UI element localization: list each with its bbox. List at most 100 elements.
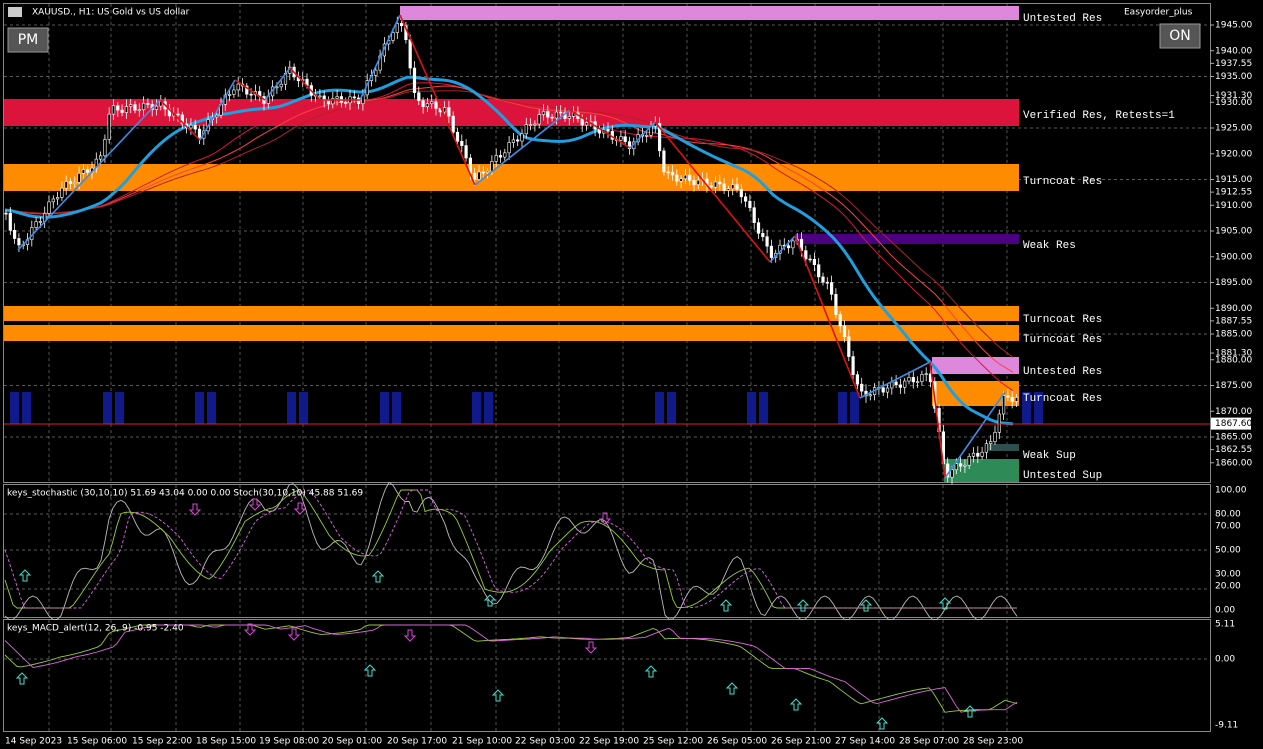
candle-body — [559, 111, 563, 114]
session-marker — [667, 392, 676, 424]
candle-body — [176, 113, 180, 116]
time-label: 19 Sep 08:00 — [259, 737, 319, 747]
down-arrow — [243, 623, 257, 636]
candle-body — [662, 150, 666, 173]
candle-body — [679, 178, 683, 182]
price-label: 1940.00 — [1215, 46, 1252, 56]
candle-body — [860, 383, 864, 392]
pm-button[interactable] — [7, 27, 49, 53]
candle-body — [344, 102, 348, 104]
price-label: 1875.00 — [1215, 381, 1252, 391]
candle-body — [786, 245, 791, 249]
time-label: 20 Sep 01:00 — [322, 737, 382, 747]
candle-body — [903, 380, 907, 388]
time-label: 26 Sep 05:00 — [707, 737, 767, 747]
stoch-axis-label: 100.00 — [1215, 486, 1247, 496]
candle-body — [417, 92, 421, 101]
candle-body — [808, 258, 812, 261]
price-label: 1881.30 — [1215, 349, 1252, 359]
zigzag — [769, 235, 796, 263]
stoch-axis-label: 80.00 — [1215, 510, 1241, 520]
candle-body — [103, 139, 107, 157]
candle-body — [8, 212, 12, 231]
candle-body — [731, 184, 735, 190]
macd-axis-label: -9.11 — [1215, 721, 1238, 731]
candle-body — [137, 109, 141, 111]
candle-body — [460, 141, 464, 146]
price-label: 1920.00 — [1215, 149, 1252, 159]
time-label: 18 Sep 15:00 — [196, 737, 256, 747]
session-marker — [1034, 392, 1043, 424]
candle-body — [356, 97, 361, 104]
down-arrow — [188, 503, 202, 516]
macd-frame — [3, 619, 1211, 732]
candle-body — [116, 105, 120, 111]
zigzag — [474, 109, 571, 186]
candle-body — [481, 171, 485, 174]
price-label: 1895.00 — [1215, 278, 1252, 288]
time-label: 15 Sep 22:00 — [132, 737, 192, 747]
price-label: 1935.00 — [1215, 72, 1252, 82]
candle-body — [670, 171, 675, 176]
candle-body — [537, 114, 541, 125]
candle-body — [825, 281, 829, 284]
candle-body — [77, 173, 81, 183]
candle-body — [954, 463, 958, 471]
symbol-title: XAUUSD., H1: US Gold vs US dollar — [32, 8, 190, 18]
candle-body — [623, 136, 627, 142]
candle-body — [47, 201, 51, 214]
candle-body — [718, 181, 722, 185]
candle-body — [627, 141, 632, 150]
candle-body — [120, 109, 124, 113]
down-arrow — [287, 628, 301, 641]
up-arrow — [875, 717, 889, 730]
candle-body — [675, 174, 679, 182]
price-label: 1880.00 — [1215, 355, 1252, 365]
stoch-frame — [3, 484, 1211, 618]
pm-button-label[interactable]: PM — [18, 32, 39, 48]
candle-body — [477, 171, 481, 180]
price-label: 1931.30 — [1215, 91, 1252, 101]
up-arrow — [725, 682, 739, 695]
price-label: 1910.00 — [1215, 201, 1252, 211]
candle-body — [455, 131, 460, 142]
time-label: 22 Sep 19:00 — [579, 737, 639, 747]
candle-body — [13, 229, 17, 239]
on-button[interactable] — [1159, 23, 1201, 49]
price-label: 1887.55 — [1215, 316, 1252, 326]
zone — [932, 381, 1019, 406]
candle-body — [645, 135, 649, 137]
zones — [4, 6, 1043, 482]
zone — [932, 357, 1019, 374]
zone-label: Untested Res — [1023, 366, 1102, 378]
candle-body — [215, 114, 219, 118]
stoch-axis-label: 70.00 — [1215, 522, 1241, 532]
candle-body — [963, 464, 967, 467]
down-arrow — [293, 502, 307, 515]
candle-body — [516, 139, 520, 142]
zone-label: Untested Res — [1023, 13, 1102, 25]
price-label: 1900.00 — [1215, 252, 1252, 262]
candle-body — [68, 181, 73, 184]
session-marker — [22, 392, 31, 424]
candle-body — [894, 381, 898, 386]
session-marker — [195, 392, 204, 424]
candle-body — [722, 183, 726, 191]
session-marker — [484, 392, 493, 424]
up-arrow — [644, 665, 658, 678]
time-label: 14 Sep 2023 — [5, 737, 62, 747]
candle-body — [812, 259, 816, 266]
candle-body — [507, 142, 511, 154]
candle-body — [124, 106, 128, 113]
candle-body — [34, 221, 38, 228]
candle-body — [842, 325, 847, 338]
time-label: 28 Sep 07:00 — [899, 737, 959, 747]
candle-body — [829, 282, 834, 295]
price-label: 1915.00 — [1215, 175, 1252, 185]
on-button-label[interactable]: ON — [1169, 28, 1191, 44]
candle-body — [748, 200, 752, 209]
up-arrow — [963, 705, 977, 718]
session-marker — [380, 392, 389, 424]
